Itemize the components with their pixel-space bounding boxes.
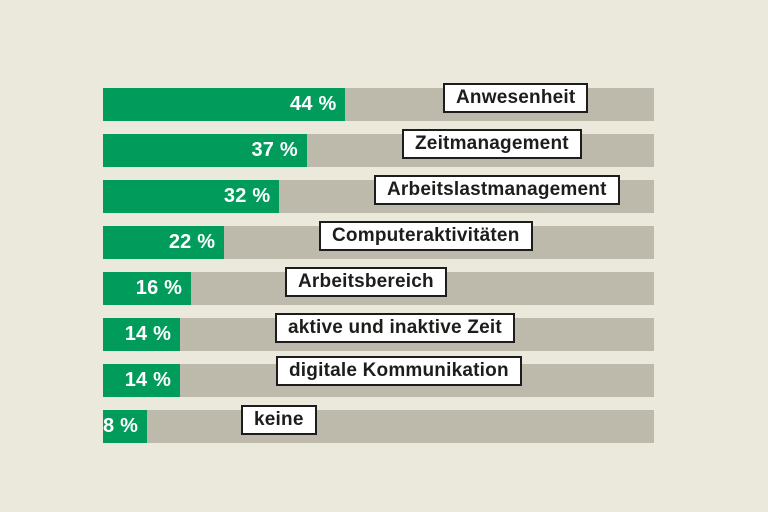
bar-value-label: 22 %	[168, 231, 216, 253]
category-label: digitale Kommunikation	[289, 360, 509, 381]
bar-row: 32 % Arbeitslastmanagement	[103, 175, 654, 213]
category-label: Computeraktivitäten	[332, 225, 520, 246]
bar-value-label: 16 %	[135, 277, 183, 299]
bar-value-label: 8 %	[103, 415, 139, 437]
category-label-box: Arbeitsbereich	[285, 267, 447, 297]
bar-row: 8 % keine	[103, 405, 654, 443]
bar-fill: 37 %	[103, 134, 307, 167]
category-label: aktive und inaktive Zeit	[288, 317, 502, 338]
category-label-box: Anwesenheit	[443, 83, 589, 113]
bar-row: 16 % Arbeitsbereich	[103, 267, 654, 305]
bar-fill: 44 %	[103, 88, 346, 121]
bar-fill: 32 %	[103, 180, 280, 213]
chart-rows: 44 % Anwesenheit 37 % Zeitmanagement 32 …	[103, 83, 654, 456]
category-label-box: keine	[241, 405, 317, 435]
category-label: Zeitmanagement	[415, 133, 569, 154]
bar-value-label: 32 %	[223, 185, 271, 207]
bar-fill: 16 %	[103, 272, 192, 305]
bar-value-label: 14 %	[124, 369, 172, 391]
bar-row: 44 % Anwesenheit	[103, 83, 654, 121]
bar-row: 22 % Computeraktivitäten	[103, 221, 654, 259]
bar-value-label: 14 %	[124, 323, 172, 345]
category-label: Anwesenheit	[456, 87, 576, 108]
bar-fill: 14 %	[103, 318, 181, 351]
category-label-box: digitale Kommunikation	[276, 356, 522, 386]
category-label: Arbeitslastmanagement	[387, 179, 607, 200]
bar-fill: 8 %	[103, 410, 148, 443]
bar-fill: 22 %	[103, 226, 225, 259]
bar-value-label: 37 %	[251, 139, 298, 161]
category-label: Arbeitsbereich	[298, 271, 434, 292]
bar-fill: 14 %	[103, 364, 181, 397]
category-label: keine	[254, 409, 304, 430]
bar-row: 14 % aktive und inaktive Zeit	[103, 313, 654, 351]
category-label-box: aktive und inaktive Zeit	[275, 313, 515, 343]
bar-row: 37 % Zeitmanagement	[103, 129, 654, 167]
category-label-box: Zeitmanagement	[402, 129, 582, 159]
bar-row: 14 % digitale Kommunikation	[103, 356, 654, 397]
bar-value-label: 44 %	[290, 93, 337, 115]
category-label-box: Arbeitslastmanagement	[374, 175, 620, 205]
bar-track: 8 %	[103, 410, 654, 443]
category-label-box: Computeraktivitäten	[319, 221, 533, 251]
